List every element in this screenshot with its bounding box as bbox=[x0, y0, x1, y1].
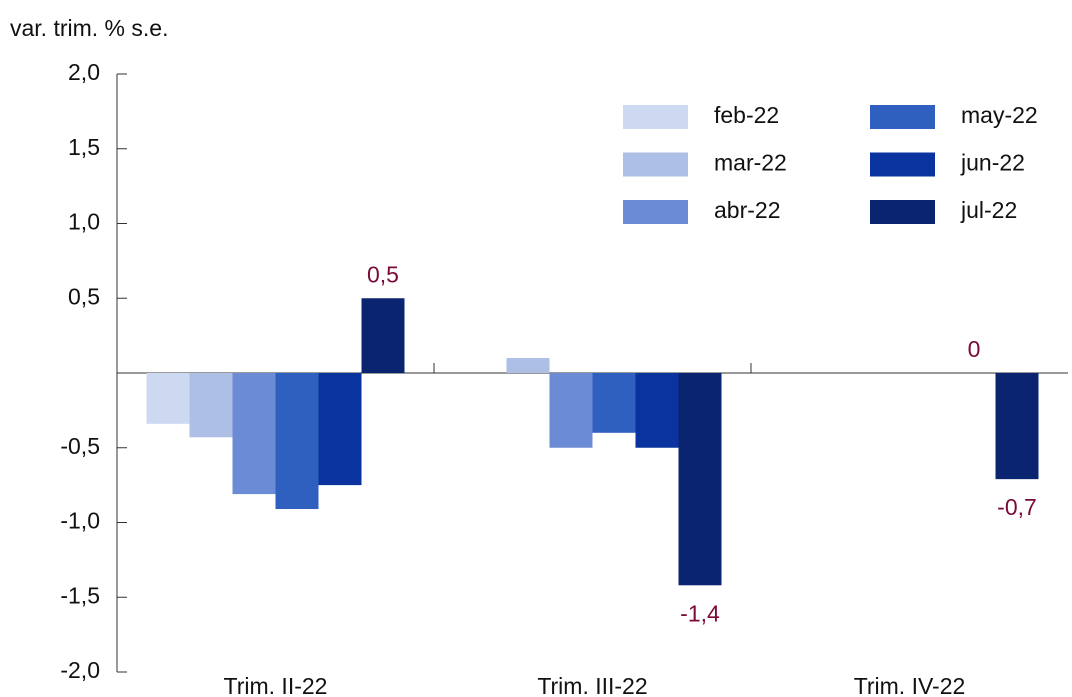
bar bbox=[232, 373, 276, 495]
y-axis-title: var. trim. % s.e. bbox=[10, 15, 168, 41]
bar bbox=[995, 373, 1039, 480]
bar bbox=[592, 373, 636, 433]
y-tick-label: -2,0 bbox=[60, 657, 100, 683]
legend-label: feb-22 bbox=[714, 102, 779, 128]
y-tick-label: -1,5 bbox=[60, 582, 100, 608]
x-tick-label: Trim. II-22 bbox=[224, 673, 328, 697]
legend-swatch bbox=[623, 152, 688, 177]
legend-label: mar-22 bbox=[714, 150, 787, 176]
data-label: -1,4 bbox=[680, 600, 720, 626]
legend-label: abr-22 bbox=[714, 197, 780, 223]
legend-label: may-22 bbox=[961, 102, 1038, 128]
y-tick-label: 0,5 bbox=[68, 283, 100, 309]
legend-swatch bbox=[623, 200, 688, 224]
bar bbox=[318, 373, 362, 486]
legend-label: jun-22 bbox=[960, 150, 1025, 176]
data-label: -0,7 bbox=[997, 494, 1037, 520]
bar bbox=[635, 373, 679, 448]
y-tick-label: -0,5 bbox=[60, 433, 100, 459]
bar bbox=[678, 373, 722, 586]
y-tick-label: 1,5 bbox=[68, 134, 100, 160]
bar bbox=[506, 358, 550, 373]
bar bbox=[549, 373, 593, 448]
legend-swatch bbox=[870, 105, 935, 129]
data-label: 0,5 bbox=[367, 261, 399, 287]
y-tick-label: 1,0 bbox=[68, 209, 100, 235]
data-label: 0 bbox=[968, 336, 981, 362]
y-tick-label: 2,0 bbox=[68, 59, 100, 85]
x-tick-label: Trim. IV-22 bbox=[854, 673, 966, 697]
x-tick-label: Trim. III-22 bbox=[537, 673, 647, 697]
legend-label: jul-22 bbox=[960, 197, 1017, 223]
bar bbox=[361, 298, 405, 373]
legend-swatch bbox=[623, 105, 688, 129]
legend-swatch bbox=[870, 200, 935, 224]
bar bbox=[275, 373, 319, 510]
bar bbox=[146, 373, 190, 424]
legend-swatch bbox=[870, 152, 935, 177]
bar bbox=[189, 373, 233, 438]
y-tick-label: -1,0 bbox=[60, 508, 100, 534]
